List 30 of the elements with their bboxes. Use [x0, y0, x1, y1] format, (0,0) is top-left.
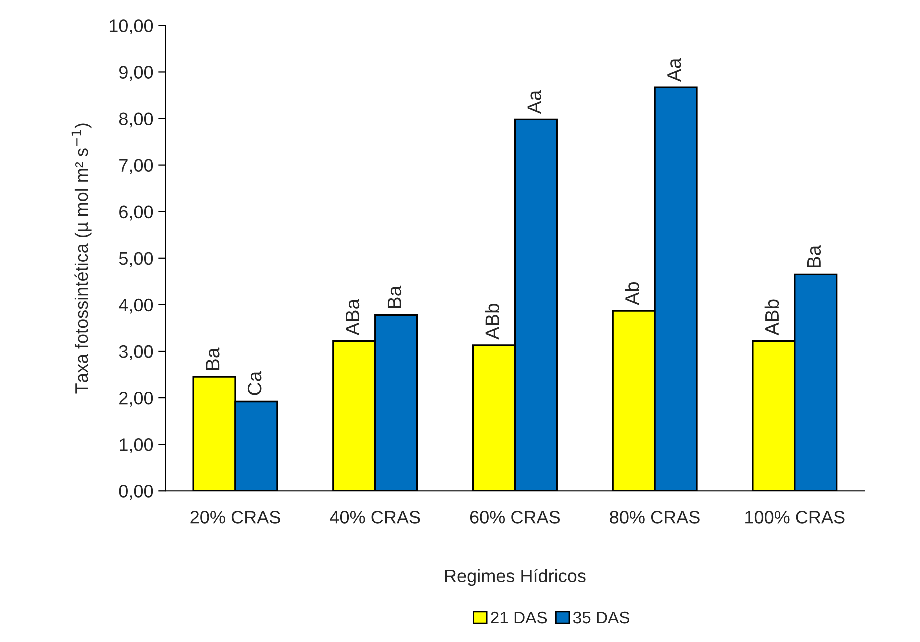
- x-tick-label: 80% CRAS: [610, 511, 700, 524]
- data-label: ABb: [485, 304, 500, 340]
- y-tick-label: 0,00: [119, 485, 154, 500]
- legend-label: 35 DAS: [573, 612, 630, 624]
- y-tick-label: 1,00: [120, 438, 154, 454]
- y-tick-label: 3,00: [119, 345, 154, 360]
- data-label: Ca: [248, 371, 262, 396]
- data-label: Ba: [808, 245, 822, 268]
- x-tick-label: 40% CRAS: [330, 511, 420, 524]
- x-axis-title: Regimes Hídricos: [445, 569, 586, 586]
- data-label: Aa: [528, 90, 542, 114]
- data-label: ABb: [764, 300, 780, 336]
- y-tick-label: 5,00: [119, 252, 154, 268]
- y-tick-label: 7,00: [120, 159, 154, 174]
- y-tick-label: 2,00: [120, 392, 154, 407]
- y-tick-label: 6,00: [120, 206, 154, 221]
- data-label: Ba: [388, 286, 402, 308]
- y-tick-label: 9,00: [120, 66, 154, 82]
- data-label: Aa: [668, 58, 682, 82]
- y-axis-title: Taxa fotossintética (µ mol m² s$^{−1}$): [72, 124, 92, 394]
- data-label: ABa: [346, 298, 360, 336]
- x-tick-label: 100% CRAS: [746, 511, 845, 524]
- x-tick-label: 60% CRAS: [470, 511, 560, 524]
- y-tick-label: 8,00: [119, 112, 154, 128]
- legend-label: 21 DAS: [491, 612, 548, 624]
- y-tick-label: 10,00: [110, 20, 154, 35]
- data-label: Ab: [625, 282, 640, 306]
- x-tick-label: 20% CRAS: [190, 511, 280, 524]
- data-label: Ba: [206, 348, 220, 370]
- y-tick-label: 4,00: [119, 298, 154, 314]
